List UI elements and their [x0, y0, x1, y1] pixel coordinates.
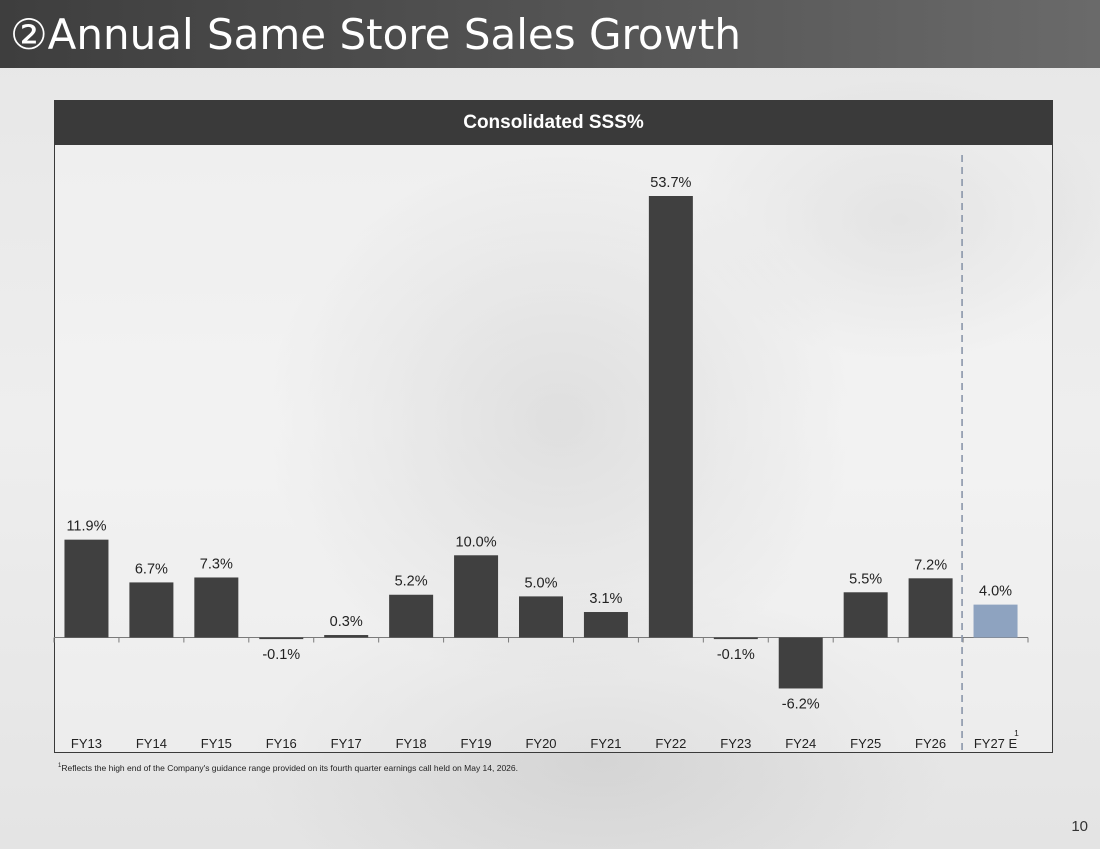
bar-fy14: [129, 582, 174, 638]
bar-fy25: [843, 592, 888, 638]
data-label: 5.5%: [849, 571, 882, 587]
estimate-footnote-marker: 1: [1014, 728, 1019, 738]
data-label: 6.7%: [135, 561, 168, 577]
data-label: 11.9%: [66, 519, 106, 535]
bar-fy15: [194, 577, 239, 638]
bar-fy21: [583, 612, 628, 638]
data-label: -0.1%: [262, 647, 300, 663]
data-label: 5.0%: [524, 575, 557, 591]
bar-fy23: [713, 637, 758, 640]
bar-fy17: [324, 635, 369, 638]
data-label: 4.0%: [979, 584, 1012, 600]
footnote: 1Reflects the high end of the Company's …: [58, 763, 518, 773]
bar-fy24: [778, 637, 823, 689]
data-label: 3.1%: [589, 591, 622, 607]
x-tick-label: FY23: [720, 736, 751, 751]
x-tick-label: FY22: [655, 736, 686, 751]
bar-fy26: [908, 578, 953, 638]
data-label: 10.0%: [456, 534, 497, 550]
x-tick-label: FY16: [266, 736, 297, 751]
chart-title: Consolidated SSS%: [463, 112, 644, 133]
data-label: 5.2%: [395, 574, 428, 590]
footnote-marker: 1: [58, 763, 62, 770]
page-number: 10: [1071, 818, 1088, 835]
x-tick-label: FY21: [590, 736, 621, 751]
chart-frame: [54, 100, 1053, 753]
x-tick-label: FY17: [331, 736, 362, 751]
x-tick-label: FY14: [136, 736, 167, 751]
x-tick-label: FY25: [850, 736, 881, 751]
title-banner: ②Annual Same Store Sales Growth: [0, 0, 1100, 68]
x-tick-label: FY18: [396, 736, 427, 751]
chart-title-bar: Consolidated SSS%: [54, 100, 1053, 145]
data-label: 7.2%: [914, 557, 947, 573]
data-label: 7.3%: [200, 556, 233, 572]
bar-fy20: [519, 596, 563, 638]
bar-fy16: [259, 637, 304, 640]
bar-fy27-e: [973, 604, 1018, 638]
x-tick-label: FY20: [525, 736, 556, 751]
data-label: 0.3%: [330, 614, 363, 630]
x-tick-label: FY26: [915, 736, 946, 751]
data-label: 53.7%: [650, 175, 691, 191]
bar-fy19: [454, 555, 499, 638]
bar-fy13: [64, 539, 109, 638]
x-tick-label: FY15: [201, 736, 232, 751]
footnote-text: Reflects the high end of the Company's g…: [61, 763, 519, 773]
bar-fy22: [648, 196, 693, 638]
x-tick-label: FY13: [71, 736, 102, 751]
x-tick-label: FY24: [785, 736, 816, 751]
x-tick-label: FY27 E: [974, 736, 1018, 751]
bar-fy18: [389, 594, 434, 638]
data-label: -0.1%: [717, 647, 755, 663]
data-label: -6.2%: [782, 696, 820, 712]
x-tick-label: FY19: [461, 736, 492, 751]
page-title: ②Annual Same Store Sales Growth: [10, 10, 742, 59]
